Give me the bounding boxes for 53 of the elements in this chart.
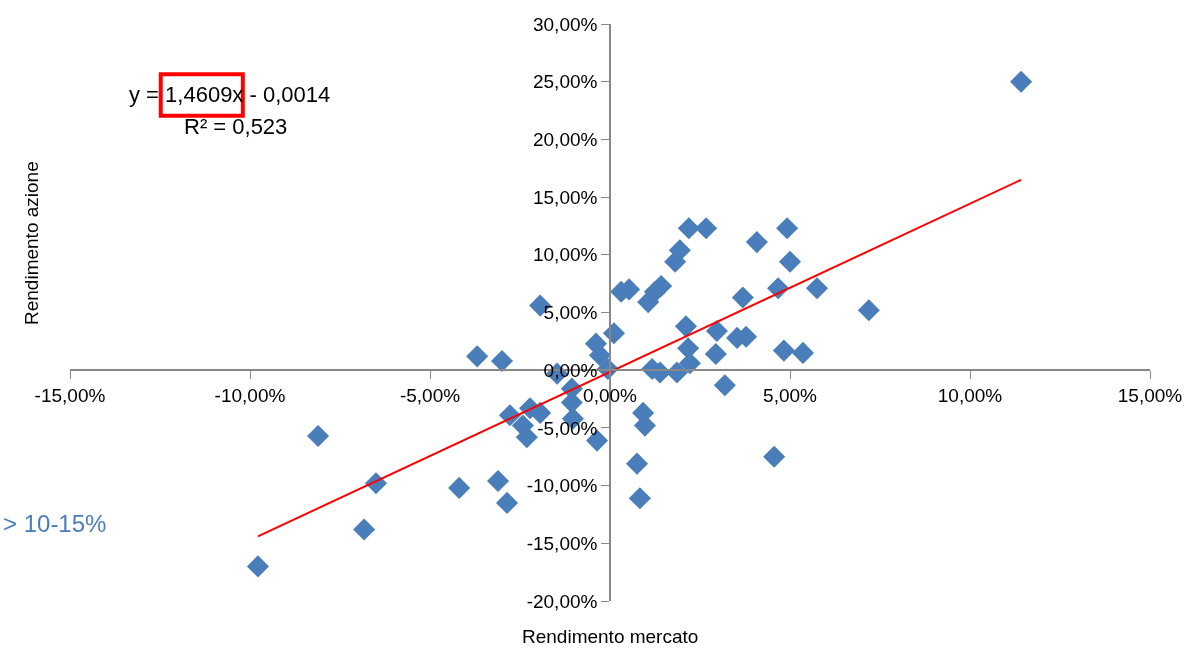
annotation: R² = 0,523: [184, 114, 288, 139]
y-tick-label: 20,00%: [533, 129, 598, 151]
y-tick-label: 15,00%: [533, 186, 598, 208]
point: [495, 491, 519, 514]
y-tick-label: 30,00%: [533, 13, 598, 35]
x-tick-label: -10,00%: [214, 384, 286, 406]
x-tick-label: 10,00%: [937, 384, 1003, 406]
annotation: > 10-15%: [3, 510, 107, 537]
point: [486, 469, 510, 493]
point: [778, 250, 802, 273]
point: [674, 315, 698, 338]
x-tick-label: 5,00%: [763, 384, 818, 406]
point: [857, 299, 880, 322]
y-tick-label: -15,00%: [526, 532, 598, 554]
point: [705, 319, 728, 343]
point: [772, 339, 795, 362]
point: [466, 345, 489, 368]
point: [511, 414, 534, 437]
y-tick-label: -20,00%: [526, 590, 598, 612]
point: [678, 352, 701, 375]
point: [677, 217, 700, 240]
point: [763, 445, 786, 468]
x-tick-label: 15,00%: [1117, 384, 1183, 406]
point: [745, 231, 768, 254]
point: [625, 452, 649, 475]
point: [448, 476, 471, 499]
point: [776, 217, 799, 240]
point: [805, 277, 829, 300]
point: [306, 424, 330, 448]
point: [695, 217, 718, 240]
y-tick-label: 0,00%: [543, 359, 598, 381]
point: [490, 349, 514, 373]
x-tick-label: -15,00%: [34, 384, 106, 406]
point: [677, 337, 700, 360]
x-tick-label: 0,00%: [583, 384, 638, 406]
y-tick-label: -10,00%: [526, 475, 598, 497]
point: [664, 250, 687, 273]
y-tick-label: 25,00%: [533, 71, 598, 93]
point: [353, 518, 376, 541]
point: [529, 401, 552, 424]
point: [731, 286, 754, 309]
point: [637, 291, 660, 314]
point: [791, 341, 815, 364]
y-axis-title: Rendimento azione: [21, 161, 43, 325]
x-tick-label: -5,00%: [399, 384, 461, 406]
point: [628, 487, 651, 510]
y-tick-label: 10,00%: [533, 244, 598, 266]
point: [704, 342, 727, 366]
point: [713, 374, 736, 397]
point: [1010, 70, 1033, 93]
y-tick-label: 5,00%: [543, 302, 598, 324]
x-axis-title: Rendimento mercato: [522, 626, 699, 647]
point: [246, 555, 269, 578]
